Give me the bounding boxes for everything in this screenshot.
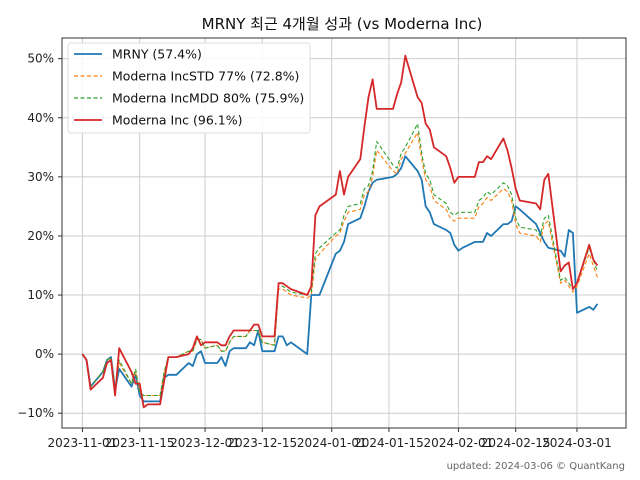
axes-frame (61, 37, 627, 429)
x-tick-label: 2024-03-01 (542, 436, 612, 450)
x-tick-label: 2023-12-15 (227, 436, 297, 450)
x-tick-label: 2024-02-01 (424, 436, 494, 450)
x-tick-label: 2024-02-15 (481, 436, 551, 450)
y-tick-label: 10% (27, 288, 54, 302)
legend: MRNY (57.4%) Moderna IncSTD 77% (72.8%) Mo… (67, 42, 311, 134)
x-tick-label: 2024-01-01 (297, 436, 367, 450)
legend-label: Moderna IncMDD 80% (75.9%) (112, 91, 304, 106)
chart-title: MRNY 최근 4개월 성과 (vs Moderna Inc) (202, 15, 483, 33)
legend-box (67, 42, 311, 134)
series-line-4 (81, 54, 599, 409)
y-tick-label: −10% (17, 406, 54, 420)
x-tick-label: 2024-01-15 (354, 436, 424, 450)
y-tick-label: 30% (27, 170, 54, 184)
plot-area: −10% 0% 10% 20% 30% 40% 50% 2023-11-012023-11-1… (17, 37, 627, 450)
y-tick-label: 20% (27, 229, 54, 243)
y-tick-label: 40% (27, 111, 54, 125)
y-tick-label: 50% (27, 52, 54, 66)
x-tick-label: 2023-11-15 (105, 436, 175, 450)
y-tick-label: 0% (35, 347, 54, 361)
legend-label: Moderna IncSTD 77% (72.8%) (112, 69, 299, 84)
series-line-3 (81, 123, 598, 397)
legend-label: MRNY (57.4%) (112, 47, 202, 62)
legend-label: Moderna Inc (96.1%) (112, 113, 242, 128)
footer-text: updated: 2024-03-06 © QuantKang (447, 461, 625, 472)
x-tick-label: 2023-11-01 (48, 436, 118, 450)
x-tick-label: 2023-12-01 (170, 436, 240, 450)
